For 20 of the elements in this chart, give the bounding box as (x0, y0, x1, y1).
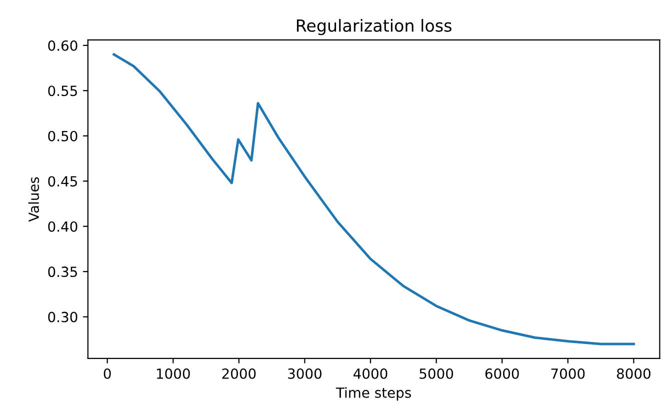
y-tick-label: 0.55 (48, 86, 77, 96)
x-tick-label: 4000 (354, 368, 388, 379)
y-tick-label: 0.60 (48, 40, 78, 51)
x-tick-label: 8000 (616, 368, 650, 379)
x-tick-label: 5000 (420, 368, 454, 379)
y-tick-label: 0.40 (48, 221, 78, 232)
line-series (112, 53, 635, 346)
y-tick-label: 0.30 (48, 312, 78, 322)
y-axis-title: Values (28, 177, 40, 222)
y-tick-label: 0.50 (48, 130, 78, 142)
x-tick-label: 2000 (222, 368, 256, 379)
x-tick-label: 7000 (551, 368, 585, 379)
x-axis-title: Time steps (336, 387, 411, 401)
x-tick-label: 3000 (288, 368, 322, 379)
y-tick-label: 0.45 (48, 176, 77, 187)
y-tick-label: 0.35 (48, 266, 77, 278)
x-tick-label: 6000 (485, 368, 519, 379)
chart-title: Regularization loss (296, 18, 452, 36)
x-tick-label: 1000 (156, 368, 190, 379)
x-tick-label: 0 (104, 368, 111, 379)
